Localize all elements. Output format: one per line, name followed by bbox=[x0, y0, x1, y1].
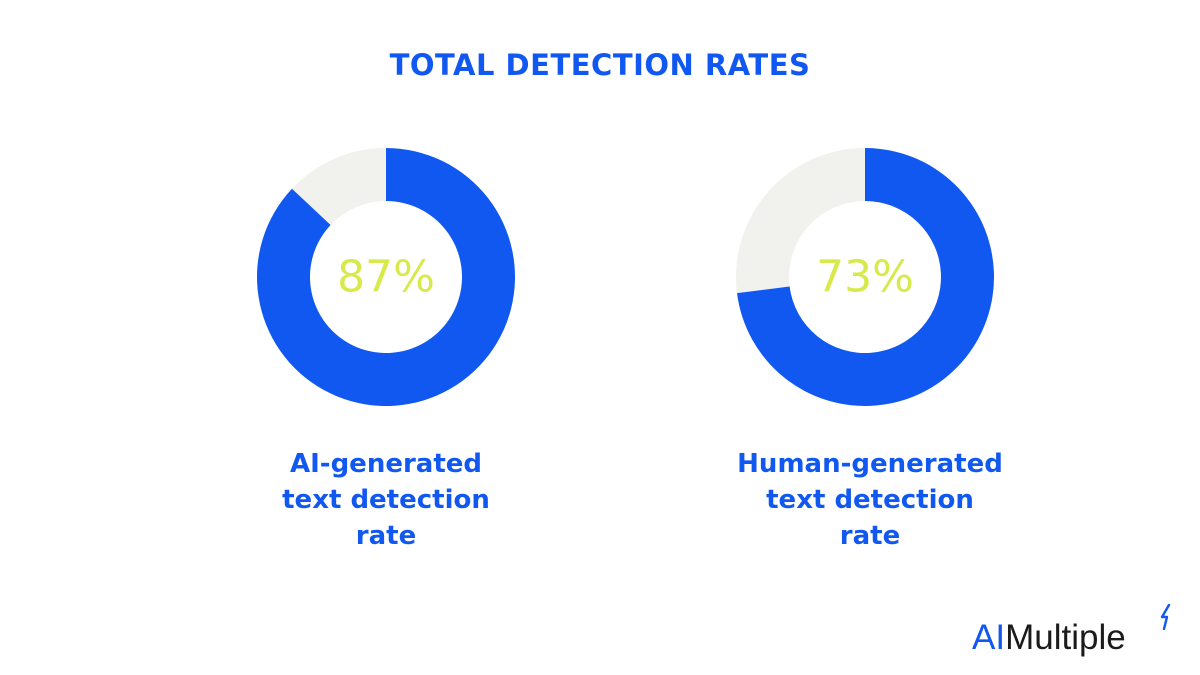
donut-human-remainder bbox=[736, 148, 865, 294]
donut-ai-remainder bbox=[291, 148, 386, 225]
donut-chart-ai: 87% bbox=[256, 148, 515, 406]
donut-ai-value-label: 87% bbox=[337, 252, 435, 303]
donut-ai-value-arc bbox=[256, 148, 515, 406]
donut-chart-human: 73% bbox=[736, 148, 994, 406]
caption-human-line-3: rate bbox=[839, 521, 901, 551]
caption-ai-line-3: rate bbox=[355, 521, 417, 551]
caption-ai-line-1: AI-generated bbox=[289, 449, 483, 479]
donut-human-value-label: 73% bbox=[816, 252, 914, 303]
caption-ai-line-2: text detection bbox=[282, 485, 490, 515]
brand-logo: AIMultiple bbox=[972, 618, 1126, 658]
caption-human-line-1: Human-generated bbox=[737, 449, 1003, 479]
donut-human-value-arc bbox=[737, 148, 994, 406]
brand-logo-part1: AI bbox=[972, 618, 1006, 657]
caption-ai: AI-generated text detection rate bbox=[226, 446, 546, 554]
brand-logo-part2: Multiple bbox=[1005, 618, 1126, 657]
chart-title: TOTAL DETECTION RATES bbox=[389, 48, 811, 82]
brand-mark-icon bbox=[1160, 604, 1171, 630]
caption-human: Human-generated text detection rate bbox=[710, 446, 1030, 554]
caption-human-line-2: text detection bbox=[766, 485, 974, 515]
